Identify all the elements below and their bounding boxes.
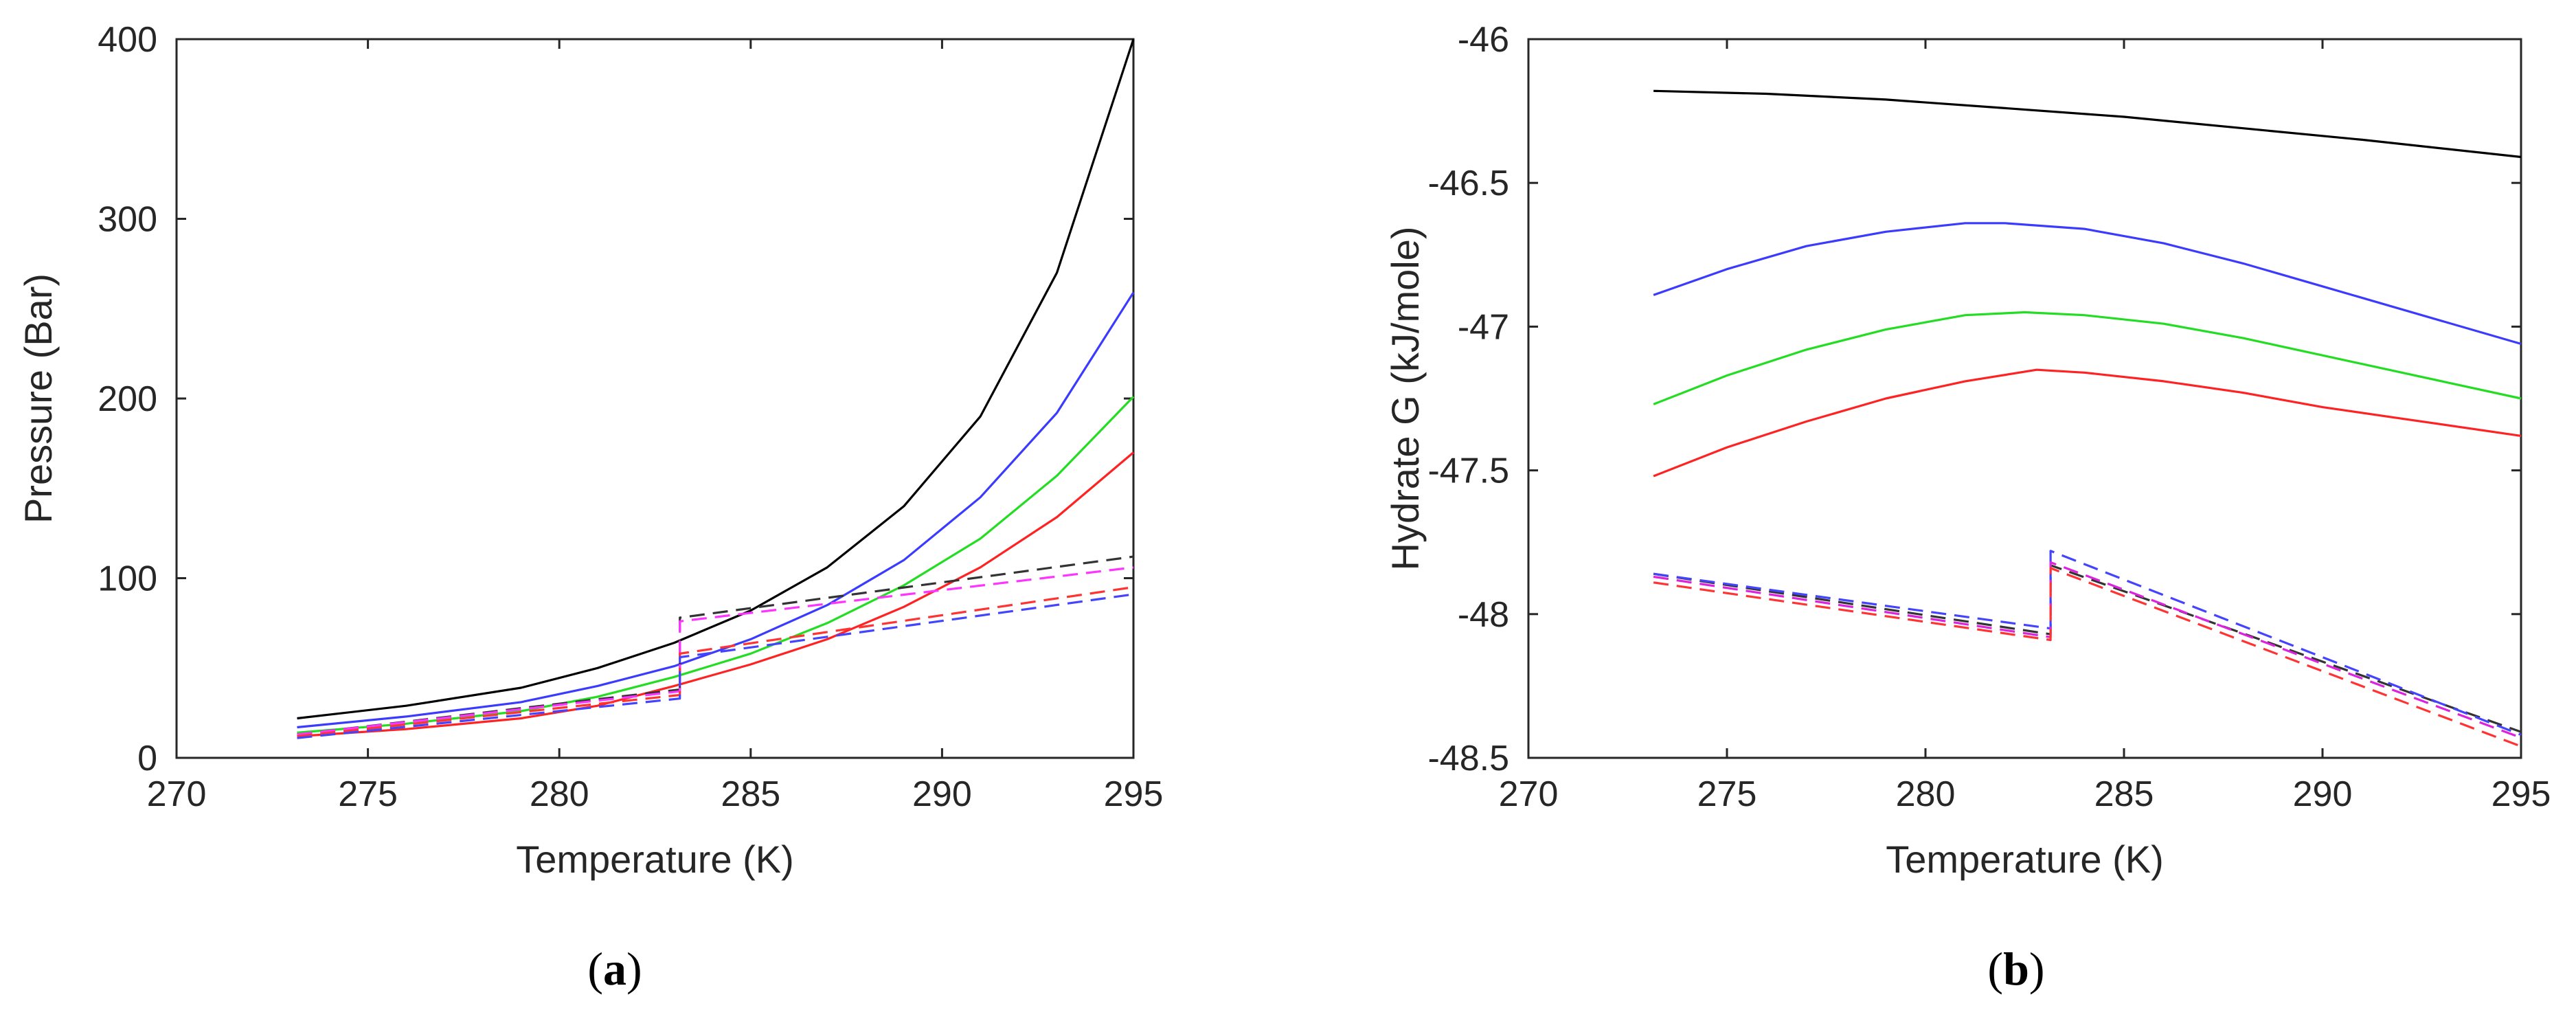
panel-a-series-solid-green (297, 396, 1135, 734)
panel-b-y-axis-title: Hydrate G (kJ/mole) (1383, 227, 1427, 571)
panel-a-y-axis-title: Pressure (Bar) (16, 273, 60, 524)
panel-b-series-solid-green (1653, 311, 2522, 405)
panel-b-plot-frame (1527, 38, 2522, 759)
panel-a-x-tick-label: 270 (147, 774, 207, 814)
panel-a-x-tick-label: 285 (721, 774, 780, 814)
panel-a-x-axis-title: Temperature (K) (516, 838, 794, 881)
panel-a-y-tick-label: 100 (98, 559, 157, 599)
panel-a-y-tick-label: 0 (137, 739, 157, 778)
panel-a-x-tick-label: 275 (338, 774, 398, 814)
panel-a-x-tick-label: 280 (530, 774, 589, 814)
panel-b-x-tick-label: 270 (1499, 774, 1559, 814)
panel-a-series-solid-red (297, 451, 1135, 738)
panel-b-x-tick-label: 275 (1697, 774, 1757, 814)
caption-a-letter: a (603, 943, 626, 995)
caption-a: (a) (587, 943, 642, 995)
panel-b-y-tick-label: -48 (1458, 595, 1509, 635)
panel-b-x-tick-label: 295 (2492, 774, 2551, 814)
panel-b-y-tick-label: -48.5 (1427, 739, 1509, 778)
panel-b-series-solid-blue (1653, 222, 2522, 346)
chart-panel-b: 270 275 280 285 290 295 -46 -46.5 -47 -47.5 -48 -48… (1383, 20, 2551, 881)
panel-a-y-tick-label: 400 (98, 20, 157, 60)
panel-b-x-tick-label: 280 (1896, 774, 1956, 814)
panel-a-y-tick-label: 200 (98, 379, 157, 419)
panel-b-y-tick-label: -47 (1458, 307, 1509, 347)
panel-b-series-solid-black (1653, 89, 2522, 159)
caption-b-letter: b (2003, 943, 2029, 995)
panel-b-x-tick-label: 290 (2293, 774, 2353, 814)
panel-b-series-solid-red (1653, 368, 2522, 478)
panel-b-series-dashed-blue (1653, 550, 2522, 736)
panel-b-y-tick-label: -46 (1458, 20, 1509, 60)
panel-b-series-dashed-red (1653, 567, 2522, 748)
panel-b-series-dashed-black (1653, 564, 2522, 733)
panel-b-x-tick-label: 285 (2094, 774, 2154, 814)
panel-b-series-dashed-magenta (1653, 561, 2522, 739)
panel-a-series-dashed-blue (297, 593, 1134, 739)
panel-a-x-tick-label: 290 (912, 774, 972, 814)
panel-a-y-tick-label: 300 (98, 200, 157, 240)
panel-b-y-tick-label: -47.5 (1427, 451, 1509, 491)
chart-panel-a: 270 275 280 285 290 295 0 100 200 300 400 Temperatu… (16, 20, 1163, 881)
panel-a-x-tick-label: 295 (1104, 774, 1164, 814)
caption-b: (b) (1987, 943, 2044, 995)
panel-a-series-solid-black (297, 38, 1135, 720)
panel-a-series-dashed-magenta (297, 566, 1134, 736)
panel-b-x-axis-title: Temperature (K) (1886, 838, 2164, 881)
panel-a-series-solid-blue (297, 291, 1135, 729)
panel-b-y-tick-label: -46.5 (1427, 164, 1509, 203)
